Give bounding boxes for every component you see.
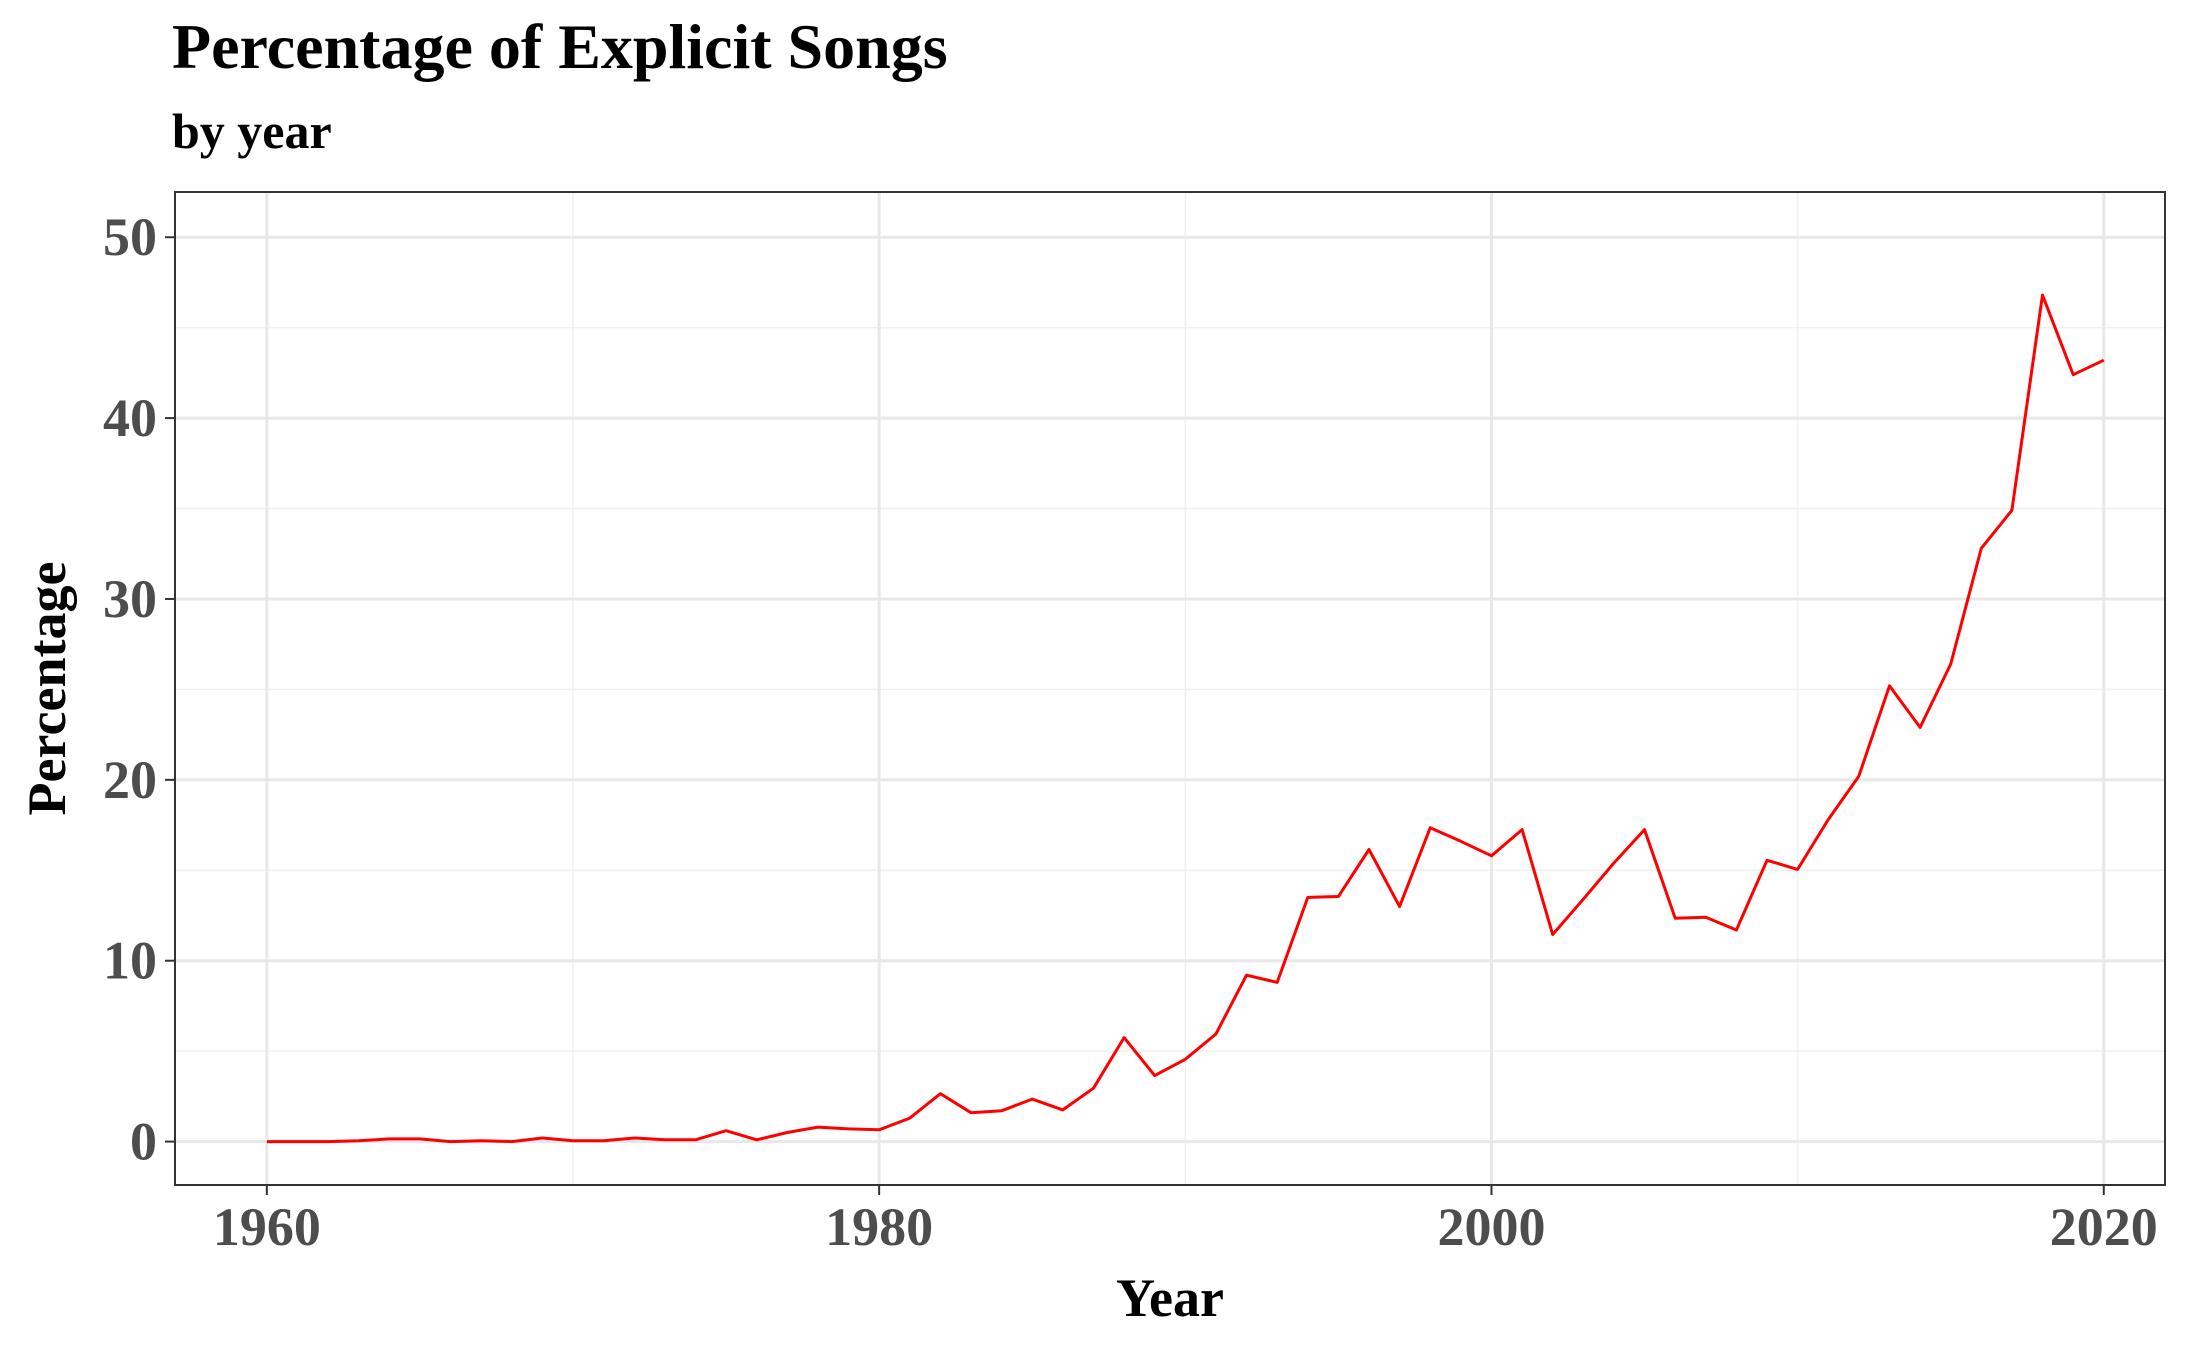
x-tick-label: 2020 <box>2050 1197 2158 1257</box>
y-tick-label: 50 <box>103 207 157 267</box>
series-line <box>266 293 2105 1144</box>
axis-ticks <box>165 236 2105 1195</box>
y-tick-label: 0 <box>130 1112 157 1172</box>
chart-subtitle: by year <box>172 103 332 159</box>
y-tick-label: 40 <box>103 388 157 448</box>
x-axis-tick-labels: 1960 1980 2000 2020 <box>213 1197 2158 1257</box>
y-tick-label: 10 <box>103 931 157 991</box>
y-tick-label: 30 <box>103 569 157 629</box>
chart-title: Percentage of Explicit Songs <box>172 11 948 82</box>
x-tick-label: 2000 <box>1437 1197 1545 1257</box>
plot-panel-border <box>174 191 2166 1186</box>
y-tick-label: 20 <box>103 750 157 810</box>
x-axis-title: Year <box>1116 1268 1224 1328</box>
x-tick-label: 1980 <box>825 1197 933 1257</box>
y-axis-tick-labels: 0 10 20 30 40 50 <box>103 207 157 1171</box>
series-layer <box>266 293 2105 1144</box>
y-axis-title: Percentage <box>17 562 77 816</box>
major-gridlines <box>175 192 2165 1185</box>
minor-gridlines <box>175 192 2165 1185</box>
x-tick-label: 1960 <box>213 1197 321 1257</box>
